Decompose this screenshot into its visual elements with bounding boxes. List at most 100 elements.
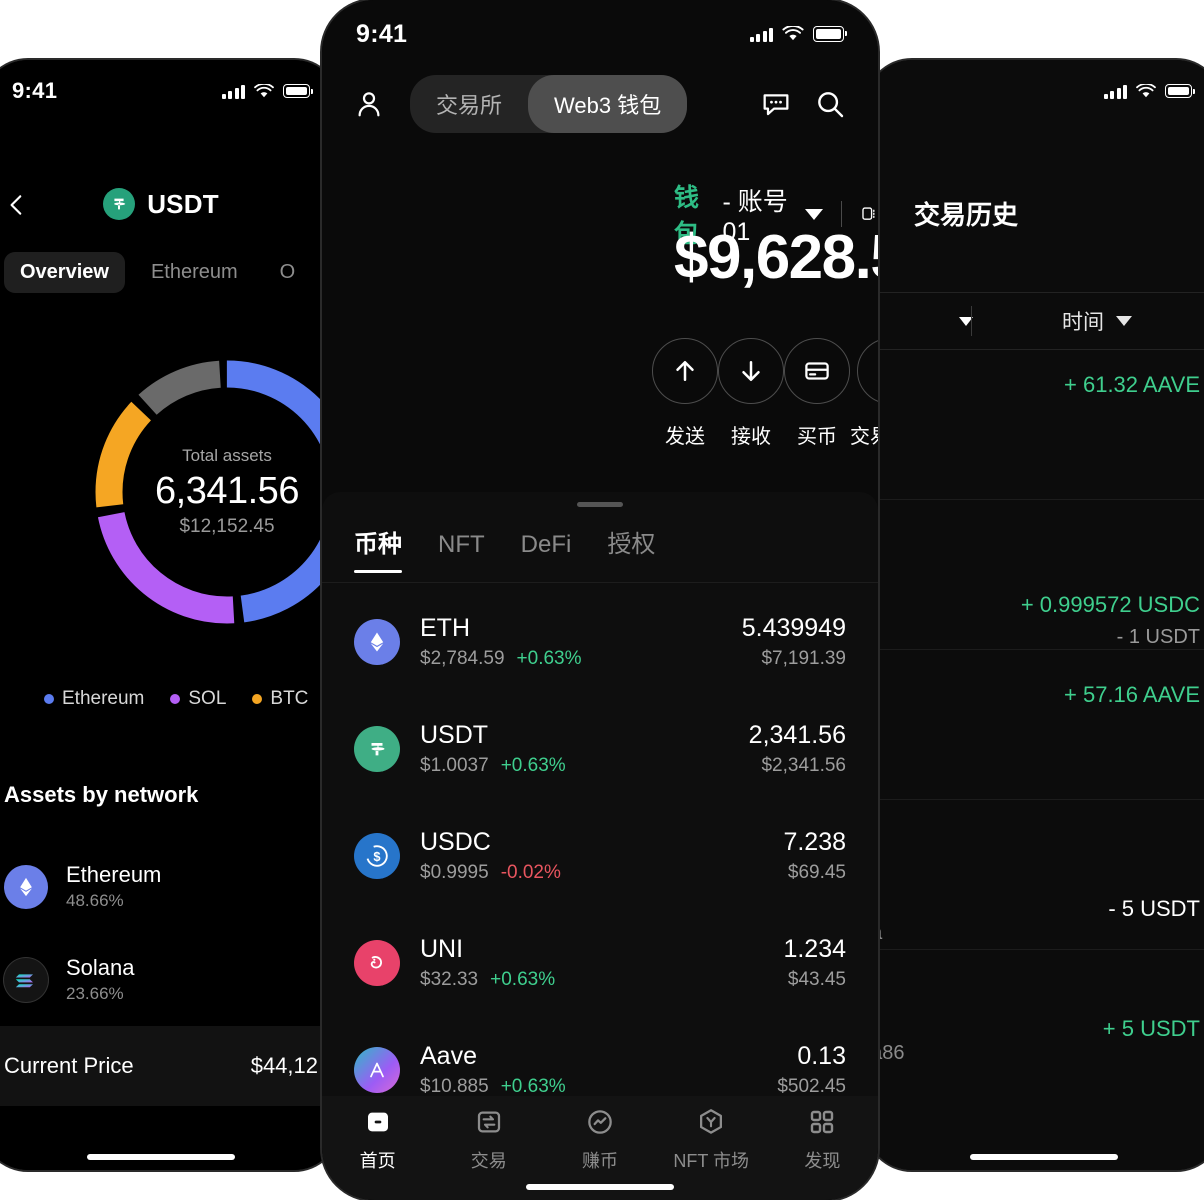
token-info: USDT $1.0037 +0.63% (420, 721, 749, 777)
coin-symbol: USDT (147, 188, 219, 219)
current-price-bar: Current Price $44,12 (0, 1026, 340, 1106)
action-label: 买币 (797, 426, 837, 448)
token-price: $10.885 (420, 1075, 489, 1097)
left-phone-screen: 9:41 (0, 60, 340, 1170)
tether-icon (103, 188, 136, 220)
action-label: 交易历史 (850, 426, 878, 448)
transaction-amount: - 5 USDT (1108, 896, 1200, 921)
token-change: +0.63% (516, 647, 582, 669)
tab-ethereum[interactable]: Ethereum (150, 261, 238, 283)
transaction-row[interactable]: + 61.32 AAVE (866, 350, 1204, 500)
header-right-icons (760, 88, 846, 120)
transaction-subamount: - 1 USDT (1116, 626, 1200, 648)
battery-icon (813, 26, 847, 42)
transaction-amount: + 57.16 AAVE (1064, 682, 1200, 707)
aave-icon (354, 1046, 400, 1093)
legend-item-btc: BTC (252, 688, 308, 710)
exchange-icon (477, 1111, 500, 1133)
tab-overview[interactable]: Overview (4, 252, 125, 293)
token-value: $2,341.56 (761, 754, 846, 776)
home-indicator (526, 1184, 674, 1190)
wifi-icon (782, 26, 804, 41)
network-info: Solana 23.66% (66, 955, 135, 1004)
token-value: $69.45 (787, 861, 846, 883)
token-symbol: ETH (420, 613, 470, 642)
donut-svg (95, 360, 340, 624)
token-change: +0.63% (500, 1075, 566, 1097)
action-receive[interactable]: 接收 (718, 338, 784, 449)
nav-item-nft-market[interactable]: NFT 市场 (656, 1106, 767, 1173)
segment-exchange[interactable]: 交易所 (436, 93, 503, 118)
exchange-wallet-segmented-control: 交易所 Web3 钱包 (410, 75, 688, 133)
search-icon[interactable] (814, 88, 846, 120)
wallet-header: 交易所 Web3 钱包 (322, 74, 878, 134)
assets-bottom-sheet: 币种 NFT DeFi 授权 ETH $2,784.59 (322, 492, 878, 1200)
cellular-signal-icon (221, 84, 245, 99)
middle-status-bar: 9:41 (322, 0, 878, 68)
ethereum-icon (354, 618, 400, 665)
network-row-ethereum[interactable]: Ethereum 48.66% (4, 840, 340, 933)
nft-icon (700, 1109, 723, 1134)
network-name: Ethereum (66, 862, 162, 887)
token-row-usdt[interactable]: USDT $1.0037 +0.63% 2,341.56 $2,341.56 (322, 695, 878, 802)
network-row-solana[interactable]: Solana 23.66% (4, 933, 340, 1026)
copy-icon[interactable] (860, 201, 878, 227)
tab-nft[interactable]: NFT (438, 531, 485, 558)
action-history[interactable]: 交易历史 (850, 338, 878, 449)
token-price: $32.33 (420, 968, 479, 990)
left-status-bar: 9:41 (0, 60, 340, 122)
action-label: 接收 (731, 426, 771, 448)
token-change: +0.63% (500, 754, 566, 776)
transaction-history-title: 交易历史 (914, 200, 1019, 230)
token-symbol: Aave (420, 1041, 477, 1070)
token-row-aave[interactable]: Aave $10.885 +0.63% 0.13 $502.45 (322, 1016, 878, 1114)
transaction-amount: + 0.999572 USDC (1020, 592, 1200, 617)
transaction-row[interactable]: + 57.16 AAVE (866, 650, 1204, 800)
action-label: 发送 (665, 426, 705, 448)
person-icon[interactable] (354, 89, 384, 119)
token-price-line: $0.9995 -0.02% (420, 862, 783, 884)
earn-icon (588, 1110, 612, 1134)
wifi-icon (1136, 83, 1156, 97)
token-symbol: USDT (420, 720, 489, 749)
action-buy[interactable]: 买币 (784, 338, 850, 449)
current-price-label: Current Price (4, 1053, 134, 1078)
nav-item-earn[interactable]: 赚币 (544, 1106, 655, 1173)
document-icon (857, 338, 878, 404)
assets-by-network-title: Assets by network (4, 782, 199, 807)
segment-web3-wallet[interactable]: Web3 钱包 (528, 75, 688, 133)
network-info: Ethereum 48.66% (66, 862, 161, 911)
asset-category-tabs: 币种 NFT DeFi 授权 (354, 524, 878, 573)
transaction-row[interactable]: + 5 USDT ba86 (866, 950, 1204, 1100)
solana-icon (4, 957, 48, 1002)
right-status-bar (866, 60, 1204, 122)
sheet-grabber[interactable] (577, 502, 623, 507)
transaction-row[interactable]: C + 0.999572 USDC - 1 USDT (866, 500, 1204, 650)
wallet-account-selector[interactable]: 钱包 - 账号 01 (674, 178, 878, 250)
token-row-eth[interactable]: ETH $2,784.59 +0.63% 5.439949 $7,191.39 (322, 588, 878, 695)
nav-label: 交易 (470, 1151, 507, 1171)
tab-other[interactable]: O (279, 261, 296, 283)
wallet-balance: $9,628.52 (674, 223, 878, 292)
tab-approvals[interactable]: 授权 (607, 531, 656, 558)
left-tab-bar: Overview Ethereum O (4, 252, 340, 293)
transaction-list: + 61.32 AAVE C + 0.999572 USDC - 1 USDT … (866, 350, 1204, 1170)
token-row-uni[interactable]: UNI $32.33 +0.63% 1.234 $43.45 (322, 909, 878, 1016)
nav-item-discover[interactable]: 发现 (767, 1106, 878, 1173)
status-time: 9:41 (12, 78, 58, 103)
current-price-value: $44,12 (250, 1053, 318, 1078)
legend-label: BTC (270, 688, 309, 709)
action-send[interactable]: 发送 (652, 338, 718, 449)
token-row-usdc[interactable]: $ USDC $0.9995 -0.02% 7.238 $ (322, 802, 878, 909)
chat-bubble-icon[interactable] (760, 88, 792, 120)
chevron-left-icon[interactable] (4, 192, 30, 218)
tab-defi[interactable]: DeFi (520, 531, 572, 558)
middle-phone-web3-wallet: 9:41 交易所 Web3 钱 (322, 0, 878, 1200)
filter-time[interactable]: 时间 (972, 306, 1204, 336)
transaction-row[interactable]: - 5 USDT 0a (866, 800, 1204, 950)
tab-tokens[interactable]: 币种 (354, 524, 402, 573)
nav-item-home[interactable]: 首页 (322, 1106, 433, 1173)
nav-item-trade[interactable]: 交易 (433, 1106, 544, 1173)
filter-left-clipped[interactable] (866, 316, 973, 326)
